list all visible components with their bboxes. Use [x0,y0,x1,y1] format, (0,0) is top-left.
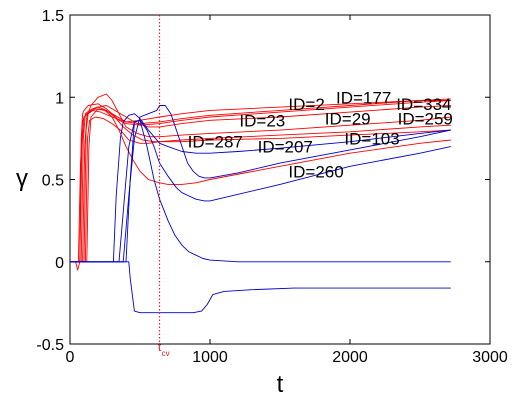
tcv-label: t [158,340,162,354]
series-line-blue [70,113,451,263]
series-id-label: ID=103 [344,129,399,148]
vline-group: t cv [158,15,170,358]
x-tick-label: 0 [66,349,75,366]
y-tick-label: -0.5 [36,337,64,354]
y-tick-label: 1.5 [42,8,64,25]
y-tick-label: 0.5 [42,173,64,190]
series-line-blue [70,119,451,263]
series-id-label: ID=260 [288,162,343,181]
series-line-red [70,100,451,263]
series-id-label: ID=259 [398,110,453,129]
series-line-blue [70,119,451,263]
series-group [70,93,451,314]
annotations: ID=2 ID=177 ID=334 ID=23 ID=29 ID=259 ID=287 ID… [188,88,453,181]
series-line-red [70,108,451,263]
series-line-red [70,93,451,263]
series-id-label: ID=334 [396,95,451,114]
tcv-subscript: cv [162,349,170,358]
series-line-red [70,105,451,263]
y-axis-ticks: -0.5 0 0.5 1 1.5 [36,8,490,354]
x-tick-label: 1000 [192,349,228,366]
x-tick-label: 3000 [472,349,508,366]
x-axis-label: t [277,371,284,398]
series-id-label: ID=287 [188,133,243,152]
x-axis-ticks: 0 1000 2000 3000 [66,15,508,366]
y-axis-label: γ [16,165,28,192]
y-tick-label: 0 [55,255,64,272]
series-id-label: ID=207 [258,138,313,157]
series-id-label: ID=177 [336,88,391,107]
series-id-label: ID=29 [325,110,371,129]
series-line-red [70,98,451,263]
series-line-blue [70,261,451,314]
x-tick-label: 2000 [332,349,368,366]
series-id-label: ID=23 [239,111,285,130]
series-line-blue [70,105,451,263]
y-tick-label: 1 [55,90,64,107]
plot-area [69,14,491,345]
series-id-label: ID=2 [288,95,324,114]
